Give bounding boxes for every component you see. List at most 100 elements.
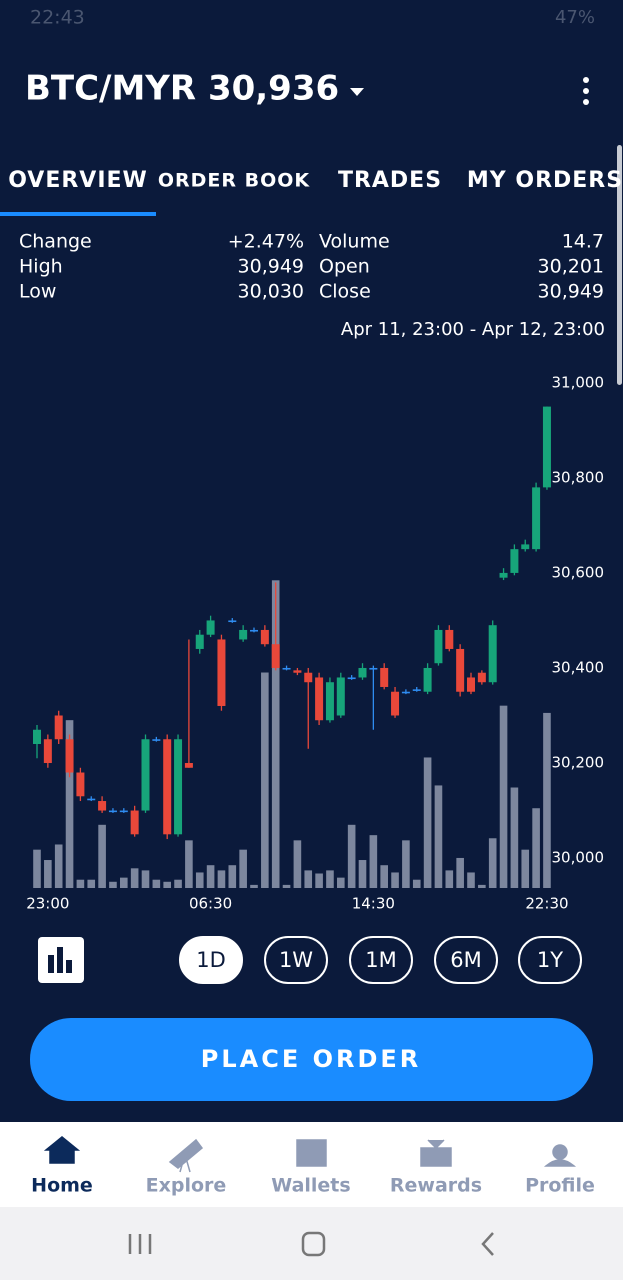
nav-label[interactable]: Profile xyxy=(525,1175,595,1197)
volume-bar xyxy=(391,872,399,888)
nav-label[interactable]: Wallets xyxy=(271,1175,350,1197)
candle-body xyxy=(510,549,519,573)
volume-bar xyxy=(304,870,313,888)
stat-label: Low xyxy=(19,281,56,303)
period-label: 1D xyxy=(196,948,226,972)
period-button[interactable] xyxy=(349,936,413,984)
scrollbar xyxy=(617,145,622,385)
volume-bar xyxy=(163,881,171,888)
candle-body xyxy=(434,629,443,664)
tab[interactable]: MY ORDERS xyxy=(467,168,623,193)
nav-icon[interactable] xyxy=(420,1139,452,1167)
volume-bar xyxy=(326,870,334,888)
nav-icon[interactable] xyxy=(543,1144,577,1167)
volume-bar xyxy=(261,672,269,888)
candle-body xyxy=(293,670,302,673)
place-order-button[interactable] xyxy=(30,1018,593,1101)
candle-body xyxy=(521,544,530,550)
stat-value: 30,949 xyxy=(238,256,304,278)
volume-bar xyxy=(44,860,52,888)
candle-body xyxy=(152,739,161,741)
chart-type-icon xyxy=(48,947,72,973)
volume-bar xyxy=(315,873,323,888)
volume-bar xyxy=(54,844,63,888)
system-buttons[interactable] xyxy=(128,1231,494,1257)
volume-bar xyxy=(33,849,41,888)
date-range: Apr 11, 23:00 - Apr 12, 23:00 xyxy=(341,319,605,340)
volume-bar xyxy=(347,824,356,888)
period-button[interactable] xyxy=(264,936,328,984)
period-button[interactable] xyxy=(179,936,243,984)
period-label: 1Y xyxy=(537,948,563,972)
volume-bar xyxy=(206,865,215,888)
volume-bar xyxy=(271,580,280,888)
candle-body xyxy=(423,667,432,692)
candle-body xyxy=(532,487,541,550)
candle-body xyxy=(54,715,63,740)
volume-bar xyxy=(293,840,302,888)
candle-body xyxy=(542,406,551,488)
volume-bar xyxy=(521,849,530,888)
nav-label[interactable]: Explore xyxy=(146,1175,227,1197)
menu-dots[interactable] xyxy=(583,77,589,105)
volume-bar xyxy=(445,870,454,888)
volume-bar xyxy=(174,879,182,888)
y-tick-label: 30,200 xyxy=(552,754,605,772)
candle-body xyxy=(130,810,139,835)
candle-body xyxy=(163,739,172,835)
status-battery: 47% xyxy=(555,7,595,28)
candle-body xyxy=(217,639,226,706)
candle-body xyxy=(347,677,356,680)
volume-bar xyxy=(456,857,464,888)
tab[interactable]: OVERVIEW xyxy=(8,168,148,193)
status-time: 22:43 xyxy=(30,7,85,29)
y-tick-label: 30,400 xyxy=(552,658,605,676)
volume-bar xyxy=(510,787,519,888)
volume-bar xyxy=(412,879,421,888)
candle-body xyxy=(315,677,324,721)
volume-bar xyxy=(141,870,150,888)
candle-body xyxy=(228,620,237,623)
candle-body xyxy=(184,763,193,768)
pair-title[interactable]: BTC/MYR 30,936 xyxy=(25,69,339,109)
candle-body xyxy=(467,677,475,692)
candle-body xyxy=(456,648,465,692)
volume-bar xyxy=(478,884,486,888)
volume-bar xyxy=(532,808,540,888)
candle-body xyxy=(325,682,334,721)
volume-bar xyxy=(76,879,85,888)
stat-label: High xyxy=(19,256,63,278)
candle-body xyxy=(401,691,410,694)
volume-bar xyxy=(152,879,161,888)
volume-bar xyxy=(98,824,106,888)
period-button[interactable] xyxy=(434,936,498,984)
tab-indicator xyxy=(0,212,156,216)
nav-icon[interactable] xyxy=(296,1139,327,1167)
volume-bar xyxy=(130,868,139,888)
tab[interactable]: TRADES xyxy=(338,168,442,193)
nav-icon[interactable] xyxy=(43,1136,81,1164)
volume-bar xyxy=(109,881,117,888)
stat-value: 30,201 xyxy=(538,256,604,278)
stat-label: Open xyxy=(319,256,370,278)
volume-bar xyxy=(120,877,128,888)
period-button[interactable] xyxy=(518,936,582,984)
volume-bar xyxy=(228,865,237,888)
tab[interactable]: ORDER BOOK xyxy=(158,170,311,192)
volume-bar xyxy=(337,877,345,888)
candle-body xyxy=(336,677,345,716)
candle-body xyxy=(369,667,378,670)
place-order-label: PLACE ORDER xyxy=(201,1045,422,1073)
y-tick-label: 30,000 xyxy=(552,849,605,867)
system-nav xyxy=(0,1207,623,1280)
nav-icon[interactable] xyxy=(168,1138,204,1173)
volume-bar xyxy=(87,879,96,888)
stat-label: Volume xyxy=(319,231,390,253)
volume-bar xyxy=(369,835,378,888)
candle-body xyxy=(271,644,280,668)
dropdown-arrow[interactable] xyxy=(350,88,364,96)
nav-label[interactable]: Home xyxy=(31,1175,93,1197)
nav-label[interactable]: Rewards xyxy=(390,1175,482,1197)
x-tick-label: 14:30 xyxy=(352,895,395,913)
